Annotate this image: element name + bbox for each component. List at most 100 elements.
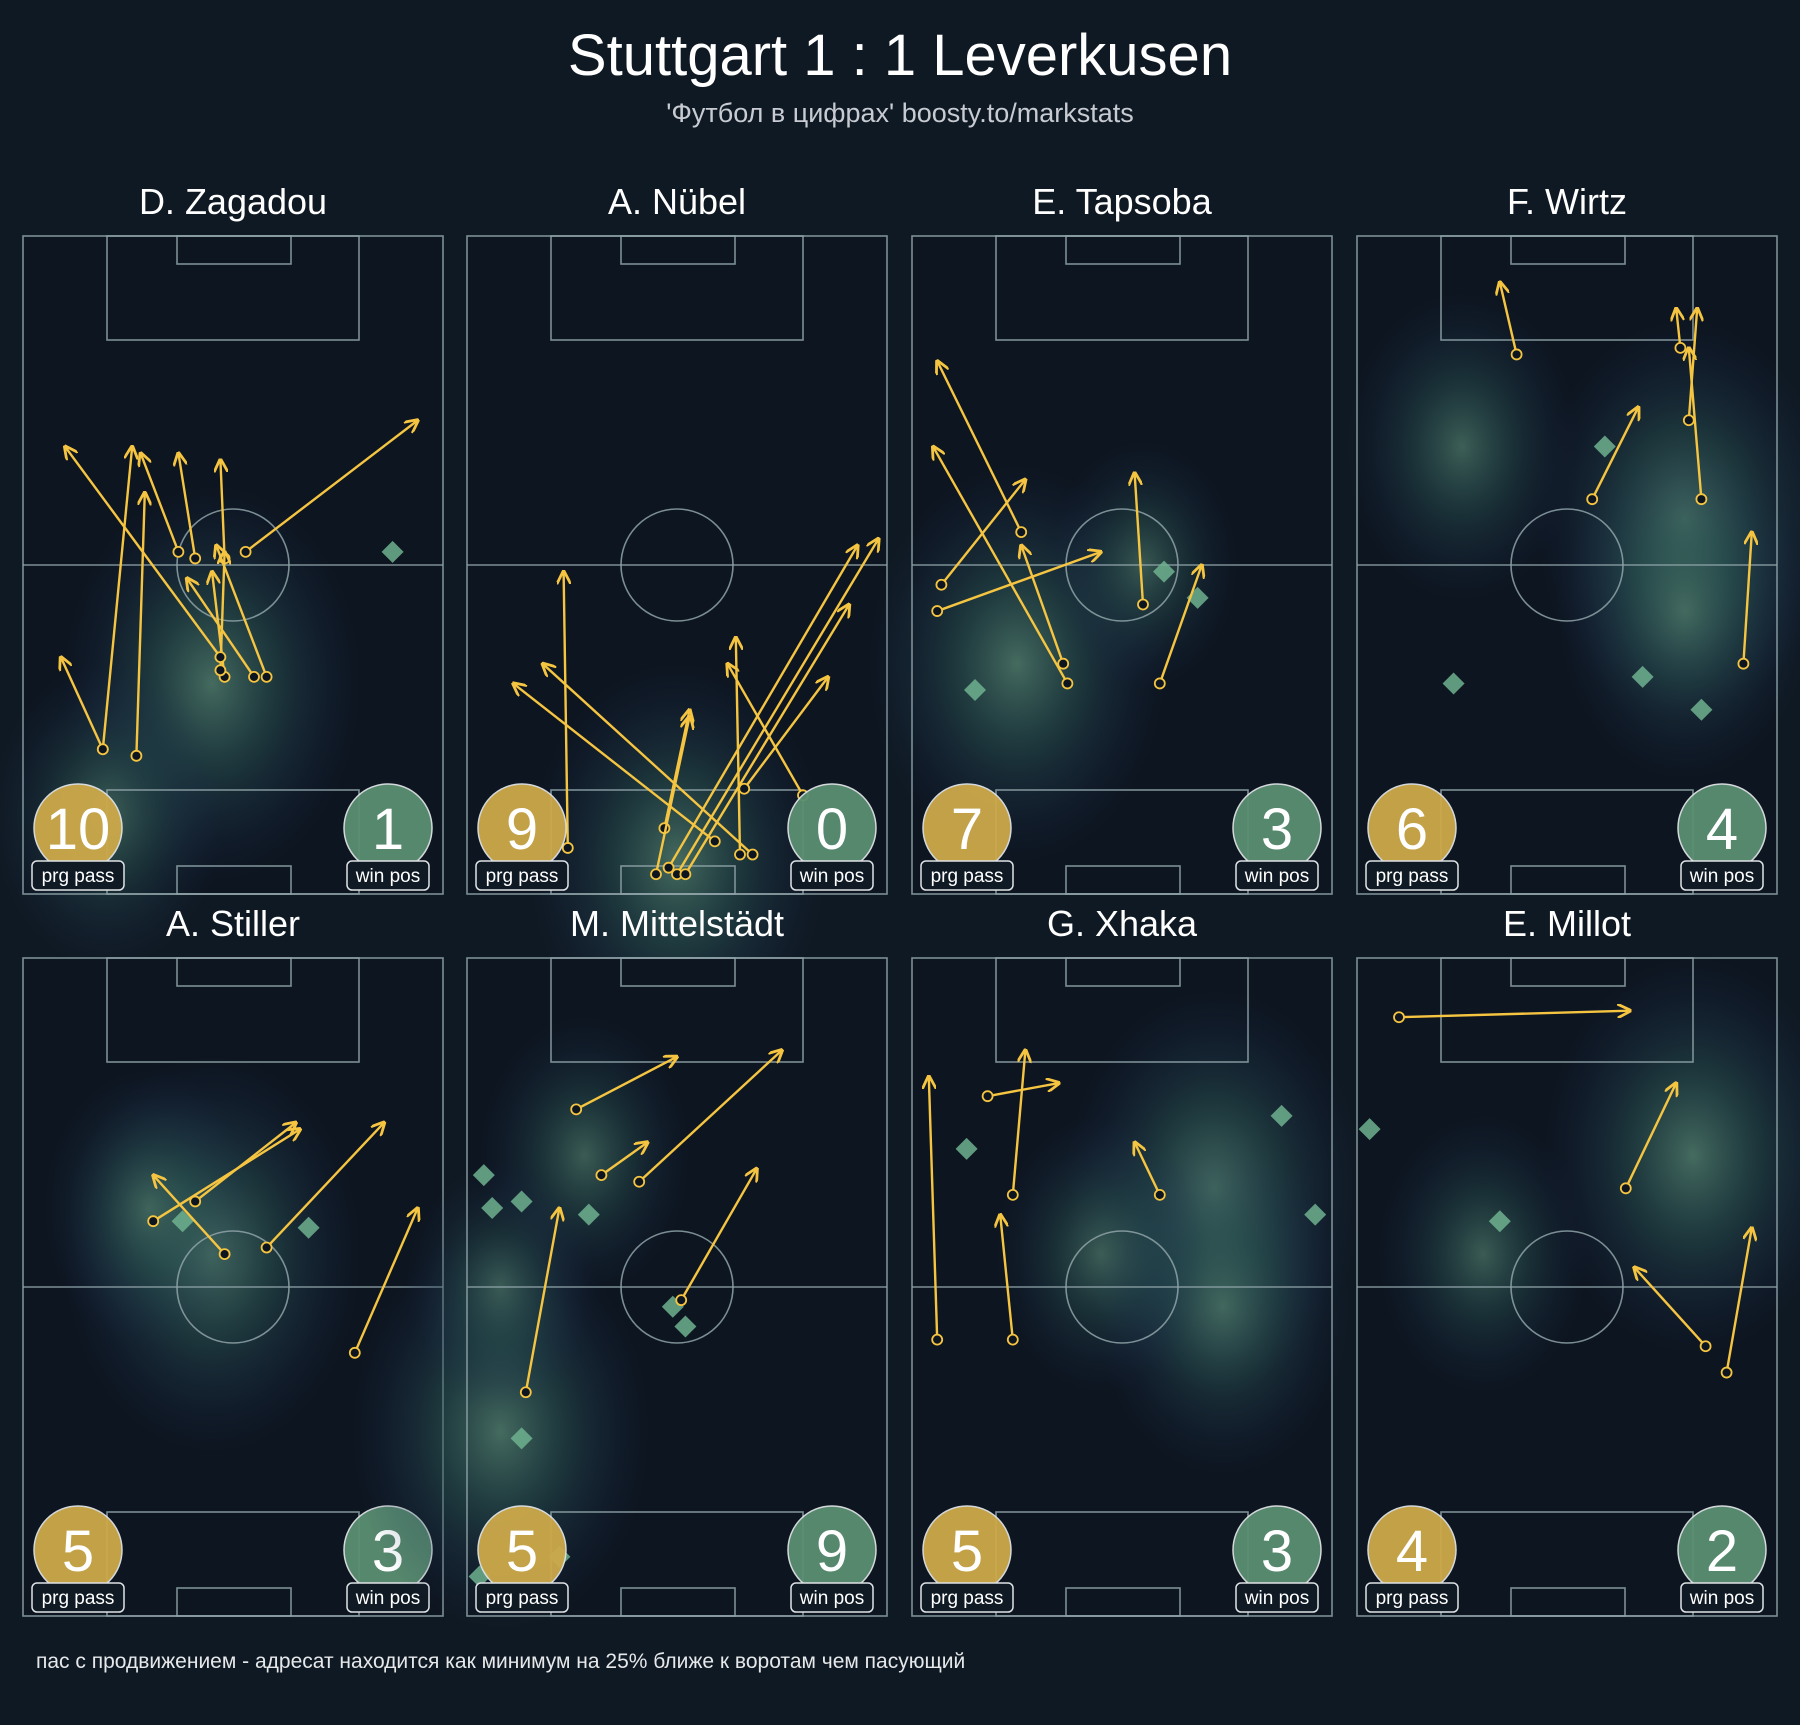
pass-arrow — [638, 1050, 782, 1183]
goal-box-bottom — [176, 1587, 292, 1617]
center-circle — [1510, 1230, 1624, 1344]
pass-arrow — [265, 1123, 385, 1249]
pass-arrow — [1135, 1142, 1161, 1196]
pass-origin — [746, 848, 759, 861]
pass-origin — [218, 1248, 231, 1260]
pass-origin — [570, 1103, 583, 1116]
win-pos-count: 0 — [816, 797, 848, 862]
pass-arrow — [513, 683, 716, 843]
prg-pass-count: 9 — [506, 797, 538, 862]
pass-origin — [1510, 348, 1523, 361]
win-pos-marker — [1153, 560, 1175, 583]
prg-pass-label: prg pass — [931, 866, 1004, 887]
pass-arrow — [353, 1208, 418, 1354]
prg-pass-label: prg pass — [1376, 1588, 1449, 1609]
win-pos-marker — [481, 1197, 504, 1220]
pass-arrow — [194, 1123, 296, 1203]
pass-origin — [189, 1195, 202, 1208]
goal-box-bottom — [620, 865, 736, 895]
density-area — [1543, 955, 1800, 1356]
win-pos-label: win pos — [1244, 1588, 1309, 1609]
win-pos-label-box — [346, 860, 430, 891]
density-area — [43, 1068, 255, 1349]
win-pos-label: win pos — [1689, 1588, 1754, 1609]
prg-pass-count: 5 — [506, 1519, 538, 1584]
prg-pass-label-box — [1365, 860, 1459, 891]
pass-origin — [1006, 1188, 1019, 1201]
player-name: G. Xhaka — [1047, 903, 1198, 944]
pass-origin — [1682, 414, 1695, 427]
prg-pass-label: prg pass — [486, 866, 559, 887]
pass-origin — [931, 1333, 944, 1346]
pass-arrow — [178, 453, 197, 559]
pass-origin — [561, 842, 574, 854]
win-pos-marker — [381, 540, 404, 563]
pass-arrow — [564, 572, 568, 848]
pass-origin — [248, 670, 260, 683]
pass-arrow — [1000, 1215, 1014, 1340]
win-pos-marker — [1304, 1203, 1327, 1226]
pass-arrow — [1135, 473, 1145, 605]
pass-origin — [738, 782, 751, 795]
pass-arrow — [244, 420, 418, 553]
win-pos-count: 9 — [816, 1519, 848, 1584]
goal-box-top — [620, 957, 736, 987]
pass-origin — [1720, 1366, 1733, 1379]
pass-origin — [1619, 1182, 1632, 1195]
pass-arrow — [61, 657, 104, 750]
prg-pass-label: prg pass — [42, 866, 115, 887]
goal-box-top — [1510, 235, 1626, 265]
pass-origin — [1699, 1340, 1712, 1353]
pass-arrow — [187, 578, 255, 678]
win-pos-label: win pos — [355, 866, 420, 887]
win-pos-marker — [1442, 672, 1465, 695]
pass-origin — [260, 1241, 273, 1254]
prg-pass-count: 6 — [1396, 797, 1428, 862]
pass-origin — [1695, 493, 1708, 506]
pass-arrow — [216, 545, 268, 678]
pass-origin — [1393, 1011, 1405, 1024]
prg-pass-label: prg pass — [486, 1588, 559, 1609]
pass-arrow — [654, 716, 690, 875]
pass-arrow — [1634, 1267, 1707, 1348]
pass-arrow — [987, 1083, 1059, 1098]
win-pos-label: win pos — [1244, 866, 1309, 887]
pass-arrow — [1624, 1083, 1676, 1189]
player-name: D. Zagadou — [139, 181, 327, 222]
pass-arrow — [575, 1057, 677, 1111]
player-panel: F. Wirtz 6 prg pass 4 win pos — [1345, 181, 1800, 895]
win-pos-marker — [1358, 1118, 1381, 1141]
pass-origin — [1586, 493, 1599, 506]
pass-arrow — [524, 1208, 560, 1393]
pass-origin — [1015, 526, 1028, 538]
win-pos-marker — [1270, 1104, 1293, 1127]
pass-origin — [214, 664, 227, 677]
goal-box-top — [176, 235, 292, 265]
pass-arrow — [135, 493, 144, 756]
prg-pass-label-box — [31, 1582, 125, 1613]
goal-box-bottom — [1510, 1587, 1626, 1617]
pass-arrow — [1158, 565, 1202, 684]
pass-origin — [348, 1346, 361, 1359]
match-title: Stuttgart 1 : 1 Leverkusen — [567, 23, 1233, 88]
pass-origin — [1061, 677, 1074, 690]
prg-pass-label-box — [1365, 1582, 1459, 1613]
pass-arrow — [101, 447, 132, 750]
pass-arrow — [675, 539, 879, 875]
win-pos-label: win pos — [1689, 866, 1754, 887]
goal-box-bottom — [176, 865, 292, 895]
pass-origin — [595, 1169, 608, 1182]
win-pos-label-box — [790, 860, 874, 891]
pass-arrow — [152, 1129, 300, 1223]
player-panel: G. Xhaka 5 prg pass 3 win pos — [911, 903, 1365, 1617]
win-pos-marker — [577, 1203, 600, 1226]
pass-arrow — [65, 447, 222, 658]
pass-origin — [96, 743, 109, 756]
pass-origin — [1153, 677, 1166, 690]
pass-origin — [1737, 657, 1750, 670]
pass-origin — [734, 848, 746, 861]
pass-arrow — [929, 1076, 939, 1340]
pass-origin — [633, 1175, 646, 1188]
pass-arrow — [1689, 348, 1703, 500]
